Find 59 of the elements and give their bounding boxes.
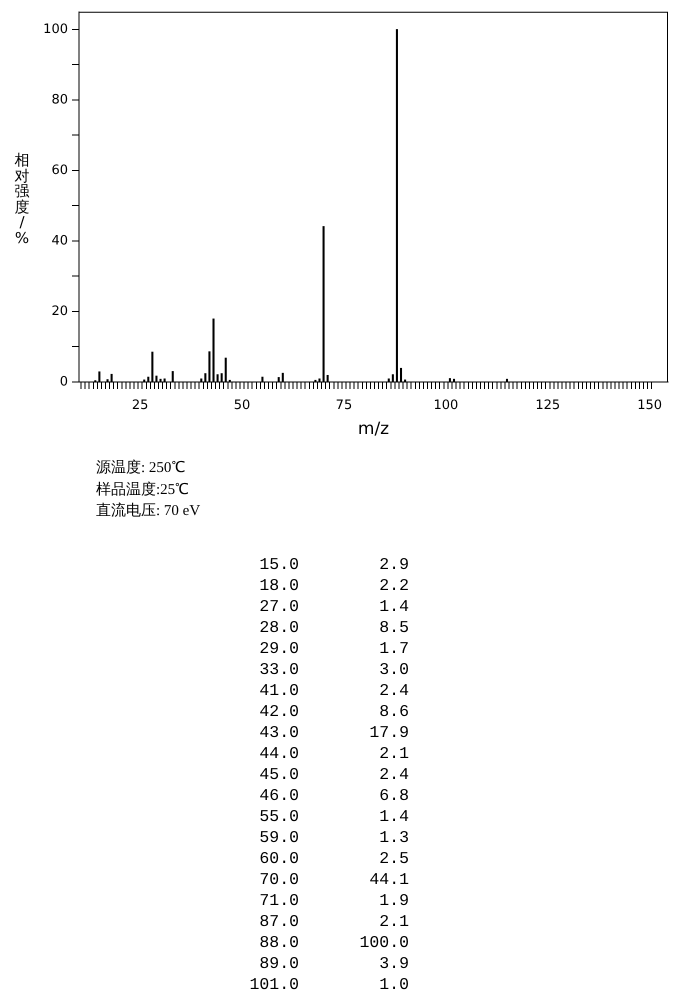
text: 3.0 xyxy=(378,659,409,680)
text: 44.1 xyxy=(368,869,409,890)
text: 59.0 xyxy=(258,827,299,848)
text: 2.1 xyxy=(378,911,409,932)
text: 44.0 xyxy=(258,743,299,764)
y-tick-label: 40 xyxy=(51,233,68,248)
y-tick-label: 80 xyxy=(51,92,68,108)
text: 2.5 xyxy=(378,848,409,869)
text: 17.9 xyxy=(368,722,409,743)
text: 2.4 xyxy=(378,764,409,785)
text: 33.0 xyxy=(258,659,299,680)
text: 43.0 xyxy=(258,722,299,743)
x-tick-label: 50 xyxy=(234,398,250,414)
x-axis-title: m/z xyxy=(358,419,390,440)
text: 源温度: 250℃ xyxy=(96,458,186,478)
text: 15.0 xyxy=(258,554,299,575)
text: 88.0 xyxy=(258,932,299,953)
text: 1.9 xyxy=(378,890,409,911)
text: 55.0 xyxy=(258,806,299,827)
x-tick-label: 150 xyxy=(637,398,662,414)
text: 60.0 xyxy=(258,848,299,869)
text: 100.0 xyxy=(358,932,409,953)
text: 101.0 xyxy=(248,974,299,992)
text: 8.5 xyxy=(378,617,409,638)
text: 1.4 xyxy=(378,806,409,827)
text: 1.0 xyxy=(378,974,409,992)
text: 1.3 xyxy=(378,827,409,848)
text: 1.4 xyxy=(378,596,409,617)
x-tick-label: 125 xyxy=(535,398,560,414)
text: 28.0 xyxy=(258,617,299,638)
y-tick-label: 20 xyxy=(51,304,68,319)
text: 45.0 xyxy=(258,764,299,785)
text: 1.7 xyxy=(378,638,409,659)
x-tick-label: 75 xyxy=(336,398,352,414)
text: 3.9 xyxy=(378,953,409,974)
y-axis-title: 相对强度/% xyxy=(14,151,30,246)
y-tick-label: 100 xyxy=(43,22,68,37)
text: 2.9 xyxy=(378,554,409,575)
text: 2.1 xyxy=(378,743,409,764)
x-tick-label: 25 xyxy=(132,398,148,414)
text: 8.6 xyxy=(378,701,409,722)
text: 18.0 xyxy=(258,575,299,596)
text: 89.0 xyxy=(258,953,299,974)
text: 71.0 xyxy=(258,890,299,911)
text: 27.0 xyxy=(258,596,299,617)
text: 2.2 xyxy=(378,575,409,596)
y-tick-label: 0 xyxy=(60,374,68,390)
text: 直流电压: 70 eV xyxy=(96,501,200,521)
text: 2.4 xyxy=(378,680,409,701)
text: 46.0 xyxy=(258,785,299,806)
text: 42.0 xyxy=(258,701,299,722)
text: 29.0 xyxy=(258,638,299,659)
text: 87.0 xyxy=(258,911,299,932)
x-tick-label: 100 xyxy=(433,398,458,414)
y-tick-label: 60 xyxy=(51,162,68,178)
text: 70.0 xyxy=(258,869,299,890)
text: 6.8 xyxy=(378,785,409,806)
text: 41.0 xyxy=(258,680,299,701)
text: 样品温度:25℃ xyxy=(96,480,190,500)
